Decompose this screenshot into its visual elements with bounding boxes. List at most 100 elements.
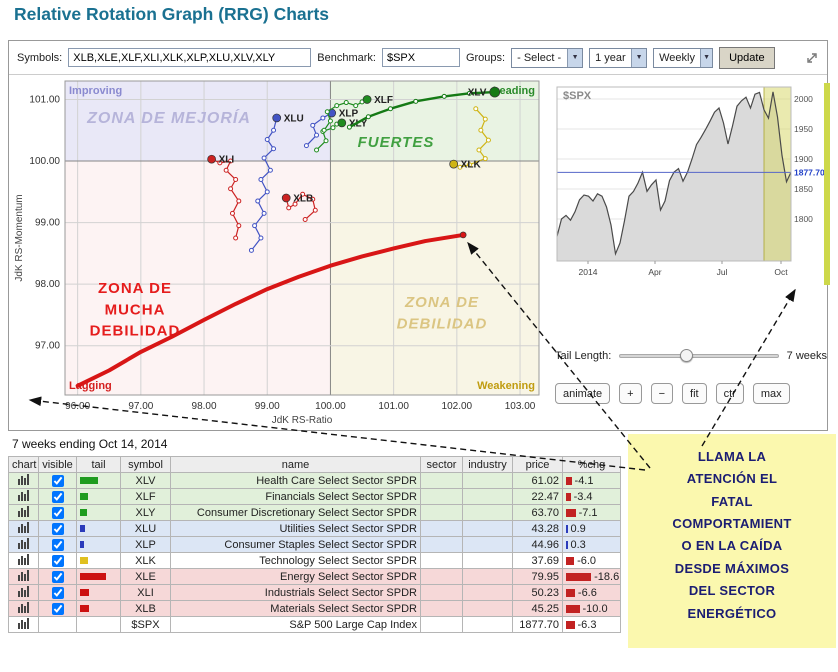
svg-text:JdK RS-Momentum: JdK RS-Momentum (14, 194, 25, 281)
cell-tail (76, 520, 121, 537)
expand-icon[interactable] (805, 51, 819, 65)
mini-chart-icon[interactable] (17, 601, 30, 616)
svg-text:FUERTES: FUERTES (358, 134, 435, 151)
visible-checkbox[interactable] (51, 538, 64, 551)
svg-text:101.00: 101.00 (378, 401, 409, 412)
col-header-name: name (170, 456, 421, 473)
mini-chart-icon[interactable] (17, 473, 30, 488)
period-note: 7 weeks ending Oct 14, 2014 (12, 437, 168, 451)
chevron-down-icon: ▼ (699, 48, 713, 67)
mini-chart-icon[interactable] (17, 505, 30, 520)
rrg-series-XLK[interactable]: XLK (449, 106, 491, 171)
pct-change-bar (566, 556, 575, 565)
mini-chart-icon[interactable] (17, 521, 30, 536)
svg-text:ZONA DE MEJORÍA: ZONA DE MEJORÍA (86, 108, 251, 127)
svg-text:Weakening: Weakening (477, 380, 535, 392)
visible-checkbox[interactable] (51, 586, 64, 599)
pct-change-bar (566, 476, 572, 485)
svg-text:1877.70: 1877.70 (794, 167, 825, 177)
mini-chart-icon[interactable] (17, 537, 30, 552)
cell-chart (8, 504, 39, 521)
mini-chart-icon[interactable] (17, 489, 30, 504)
mini-chart-icon[interactable] (17, 617, 30, 632)
col-header-tail: tail (76, 456, 121, 473)
svg-text:102.00: 102.00 (442, 401, 473, 412)
cell-visible (38, 536, 77, 553)
cell-industry (462, 520, 513, 537)
cell-sector (420, 568, 463, 585)
rrg-series-XLI[interactable]: XLI (207, 155, 242, 241)
max-button[interactable]: max (752, 383, 790, 404)
svg-text:Improving: Improving (69, 85, 122, 97)
mini-chart-icon[interactable] (17, 569, 30, 584)
annotation-note: LLAMA LA ATENCIÓN EL FATAL COMPORTAMIENT… (628, 434, 836, 648)
cell-pctchg: -6.3 (562, 616, 621, 633)
cell-price: 22.47 (512, 488, 563, 505)
rrg-series-XLU[interactable]: XLU (248, 113, 304, 253)
groups-select[interactable]: - Select - ▼ (511, 47, 584, 68)
tail-color-swatch (80, 493, 88, 501)
cell-chart (8, 600, 39, 617)
cell-name: Consumer Staples Select Sector SPDR (170, 536, 421, 553)
mini-chart-icon[interactable] (17, 585, 30, 600)
cell-visible (38, 520, 77, 537)
cell-industry (462, 600, 513, 617)
cell-price: 44.96 (512, 536, 563, 553)
svg-text:99.00: 99.00 (255, 401, 280, 412)
col-header-symbol: symbol (120, 456, 171, 473)
zoom-in-button[interactable]: + (619, 383, 642, 404)
frequency-select[interactable]: Weekly ▼ (653, 47, 714, 68)
table-row: XLK Technology Select Sector SPDR 37.69 -6.… (8, 552, 621, 569)
visible-checkbox[interactable] (51, 554, 64, 567)
rrg-chart[interactable]: 96.00 97.00 98.00 99.00 100.00 101.00 102.00 10… (11, 77, 545, 431)
svg-text:98.00: 98.00 (192, 401, 217, 412)
ctr-button[interactable]: ctr (715, 383, 744, 404)
rrg-series-XLV[interactable]: XLV (346, 86, 501, 130)
cell-chart (8, 552, 39, 569)
visible-checkbox[interactable] (51, 602, 64, 615)
cell-chart (8, 568, 39, 585)
slider-handle[interactable] (679, 349, 693, 362)
table-row: XLY Consumer Discretionary Select Sector … (8, 504, 621, 521)
svg-text:2000: 2000 (794, 94, 813, 104)
pct-change-bar (566, 540, 568, 549)
rrg-series-XLE[interactable] (75, 231, 467, 388)
cell-tail (76, 616, 121, 633)
cell-name: S&P 500 Large Cap Index (170, 616, 421, 633)
pct-change-bar (566, 492, 571, 501)
slider-track[interactable] (619, 354, 779, 358)
cell-pctchg: -6.6 (562, 584, 621, 601)
symbols-label: Symbols: (17, 51, 63, 64)
cell-visible (38, 504, 77, 521)
chart-control-buttons: animate + − fit ctr max (555, 383, 831, 404)
svg-text:1900: 1900 (794, 154, 813, 164)
period-select[interactable]: 1 year ▼ (589, 47, 648, 68)
visible-checkbox[interactable] (51, 506, 64, 519)
cell-pctchg: -7.1 (562, 504, 621, 521)
animate-button[interactable]: animate (555, 383, 611, 404)
tail-length-value: 7 weeks (786, 350, 827, 362)
spx-overview-chart[interactable]: 2000 1950 1900 1850 1800 1877.70 2014 Apr Jul Oct… (555, 83, 831, 285)
zoom-out-button[interactable]: − (650, 383, 674, 404)
visible-checkbox[interactable] (51, 570, 64, 583)
svg-text:XLP: XLP (339, 109, 359, 120)
symbols-input[interactable] (68, 48, 312, 67)
col-header-visible: visible (38, 456, 77, 473)
rrg-series-XLF[interactable]: XLF (321, 95, 393, 133)
update-button[interactable]: Update (719, 46, 775, 69)
cell-symbol: XLP (120, 536, 171, 553)
cell-industry (462, 472, 513, 489)
tail-length-slider[interactable] (619, 349, 779, 363)
rrg-series-XLP[interactable]: XLP (303, 109, 359, 149)
visible-checkbox[interactable] (51, 490, 64, 503)
visible-checkbox[interactable] (51, 474, 64, 487)
benchmark-input[interactable] (381, 48, 460, 67)
pct-change-value: -6.0 (577, 554, 597, 567)
svg-text:XLK: XLK (461, 160, 482, 171)
rrg-series-XLY[interactable]: XLY (314, 118, 368, 153)
mini-chart-icon[interactable] (17, 553, 30, 568)
visible-checkbox[interactable] (51, 522, 64, 535)
rrg-series-XLB[interactable]: XLB (281, 191, 318, 223)
fit-button[interactable]: fit (682, 383, 707, 404)
